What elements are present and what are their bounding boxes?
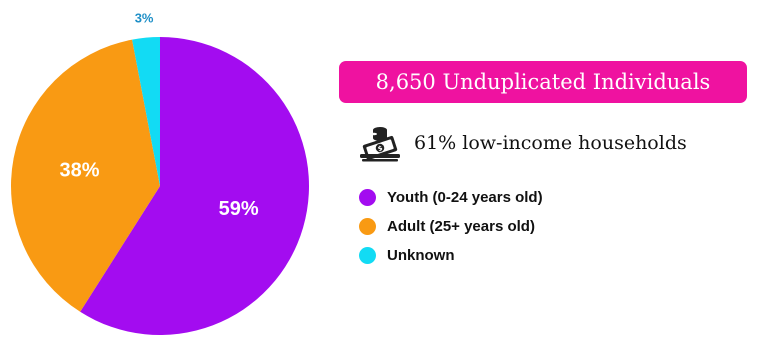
pie-slice-youth-0-24-years-old — [80, 37, 309, 335]
legend-item-adult-25-years-old: Adult (25+ years old) — [359, 213, 543, 239]
money-stack-icon: $ — [360, 127, 400, 162]
pie-label-adult-25-years-old: 38% — [59, 160, 99, 182]
legend-label: Youth (0-24 years old) — [387, 188, 543, 206]
legend-label: Unknown — [387, 246, 455, 264]
legend-item-unknown: Unknown — [359, 242, 543, 268]
pie-label-unknown: 3% — [135, 10, 154, 25]
legend-swatch — [359, 217, 376, 235]
pie-slices — [10, 37, 309, 335]
legend-swatch — [359, 188, 376, 206]
legend-swatch — [359, 246, 376, 264]
pie-chart: 59% 38% 3% — [10, 10, 309, 335]
chart-legend: Youth (0-24 years old) Adult (25+ years o… — [359, 184, 543, 271]
pie-labels: 59% 38% 3% — [59, 10, 258, 220]
headline-banner: 8,650 Unduplicated Individuals — [339, 61, 747, 103]
legend-item-youth-0-24-years-old: Youth (0-24 years old) — [359, 184, 543, 210]
headline-text: 8,650 Unduplicated Individuals — [375, 70, 711, 94]
pie-slice-unknown — [132, 37, 160, 186]
svg-text:$: $ — [377, 144, 384, 153]
low-income-stat: $ 61% low-income households — [358, 122, 687, 164]
pie-slice-adult-25-years-old — [10, 39, 160, 312]
legend-label: Adult (25+ years old) — [387, 217, 535, 235]
low-income-stat-text: 61% low-income households — [414, 132, 687, 154]
pie-label-youth-0-24-years-old: 59% — [219, 198, 259, 220]
